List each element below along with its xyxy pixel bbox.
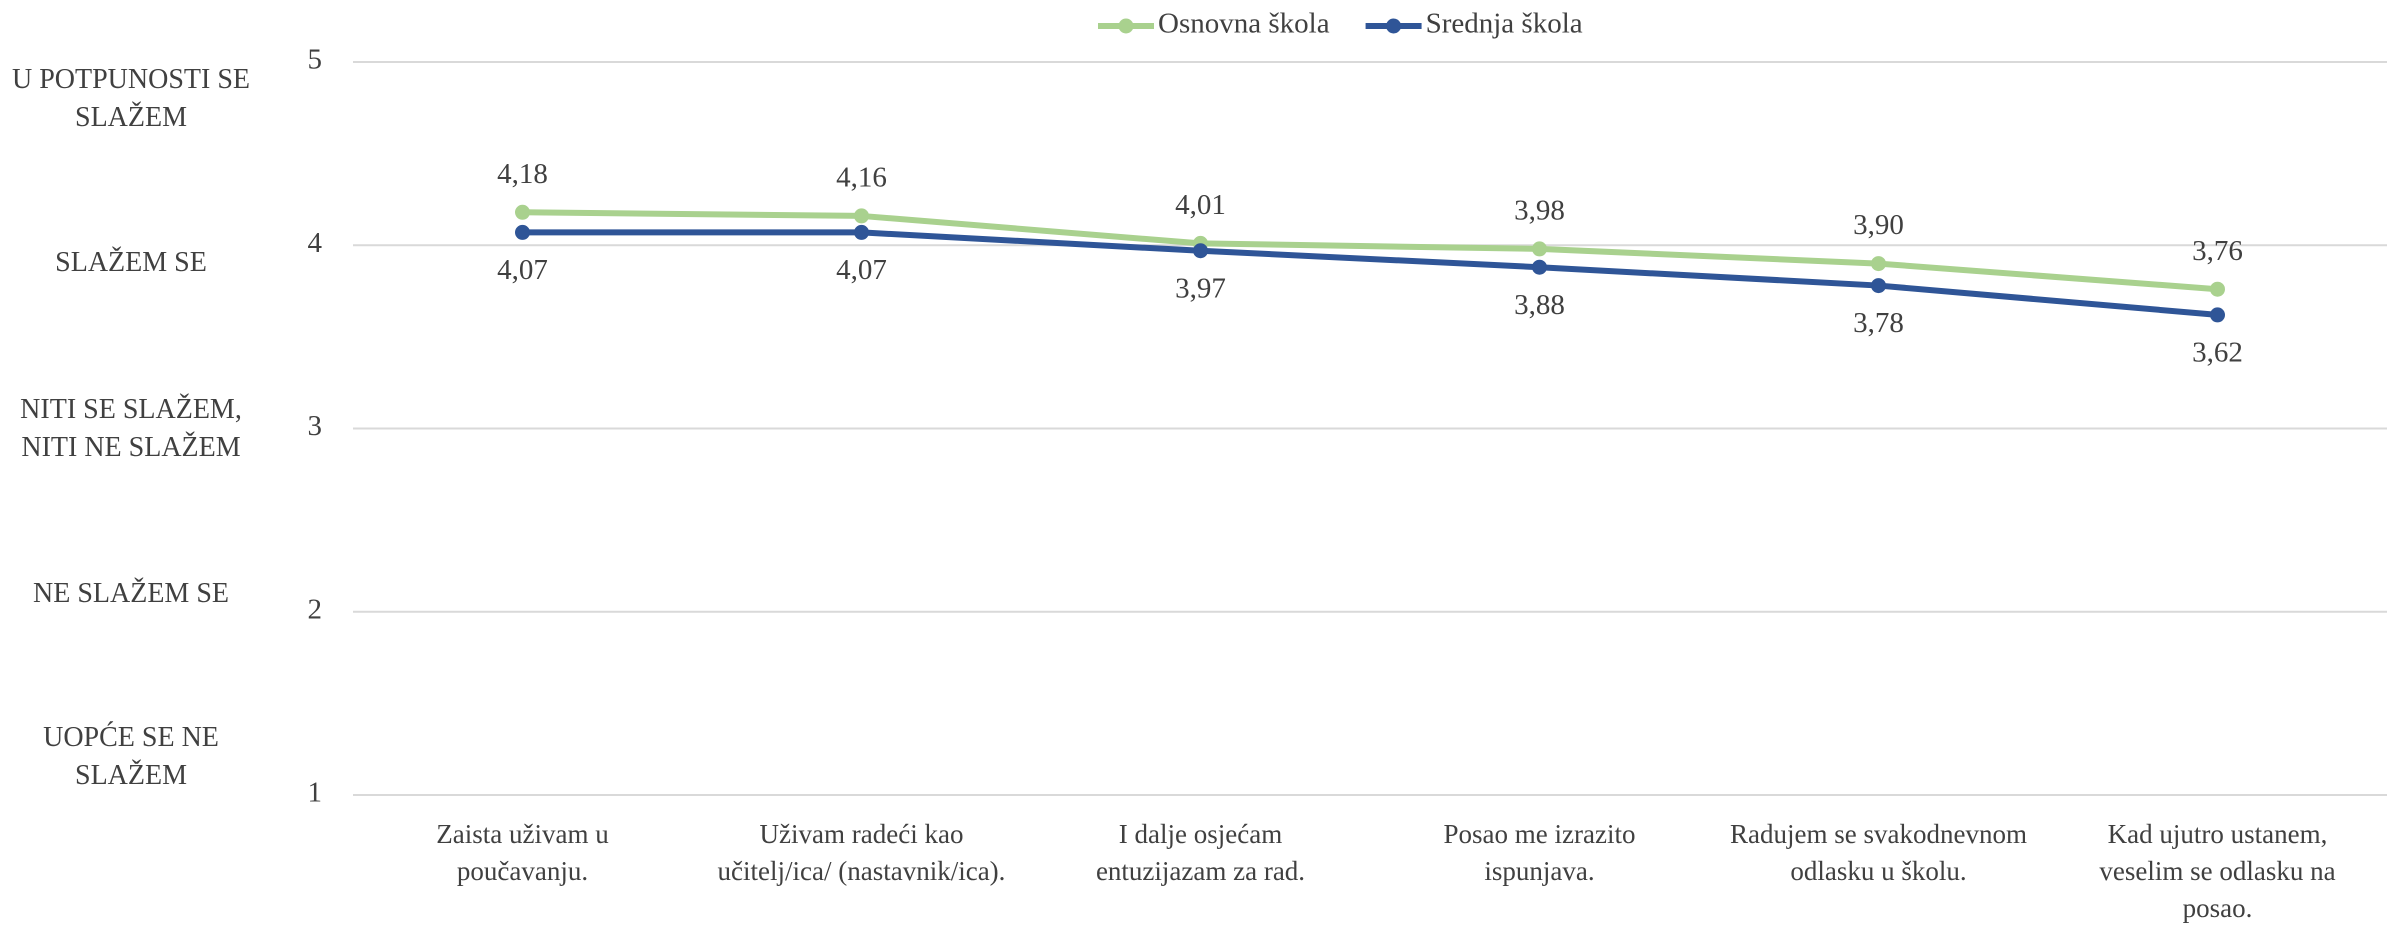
y-tick-label: 2 bbox=[308, 593, 323, 625]
data-label: 3,88 bbox=[1514, 289, 1565, 321]
y-tick-label: 1 bbox=[308, 777, 323, 809]
data-label: 3,97 bbox=[1175, 272, 1226, 304]
point bbox=[1532, 241, 1547, 257]
x-tick-label: Posao me izrazito ispunjava. bbox=[1443, 819, 1636, 886]
point bbox=[854, 208, 869, 224]
x-tick-label: I dalje osjećam entuzijazam za rad. bbox=[1095, 819, 1306, 886]
point bbox=[1871, 278, 1886, 294]
data-label: 3,78 bbox=[1853, 307, 1904, 339]
point bbox=[1193, 243, 1208, 259]
legend-label: Osnovna škola bbox=[1158, 8, 1330, 40]
series-line bbox=[522, 209, 2218, 293]
data-label: 3,90 bbox=[1853, 209, 1904, 241]
x-tick-label: Kad ujutro ustanem, veselim se odlasku n… bbox=[2099, 819, 2336, 923]
point bbox=[1871, 256, 1886, 272]
series-line bbox=[522, 229, 2218, 318]
x-tick-label: Zaista uživam u poučavanju. bbox=[436, 819, 609, 886]
data-label: 3,98 bbox=[1514, 195, 1565, 227]
point bbox=[854, 224, 869, 240]
data-label: 4,18 bbox=[497, 158, 548, 190]
scale-label: UOPĆE SE NE SLAŽEM bbox=[43, 722, 219, 791]
data-label: 4,01 bbox=[1175, 189, 1226, 221]
point bbox=[515, 204, 530, 220]
data-label: 4,07 bbox=[497, 254, 548, 286]
scale-label: SLAŽEM SE bbox=[55, 247, 207, 278]
y-tick-label: 4 bbox=[308, 227, 323, 259]
y-tick-label: 3 bbox=[308, 410, 323, 442]
scale-label: NITI SE SLAŽEM, NITI NE SLAŽEM bbox=[20, 394, 242, 463]
legend-label: Srednja škola bbox=[1426, 8, 1583, 40]
x-tick-label: Uživam radeći kao učitelj/ica/ (nastavni… bbox=[717, 819, 1006, 886]
scale-label: NE SLAŽEM SE bbox=[33, 578, 229, 609]
point bbox=[515, 224, 530, 240]
legend-marker bbox=[1118, 18, 1134, 34]
y-tick-label: 5 bbox=[308, 44, 323, 76]
data-label: 4,07 bbox=[836, 254, 887, 286]
point bbox=[1532, 259, 1547, 275]
scale-label: U POTPUNOSTI SE SLAŽEM bbox=[11, 64, 251, 133]
data-label: 3,76 bbox=[2192, 235, 2243, 267]
data-label: 3,62 bbox=[2192, 337, 2243, 369]
data-label: 4,16 bbox=[836, 162, 887, 194]
point bbox=[2210, 307, 2225, 323]
legend-marker bbox=[1386, 18, 1402, 34]
point bbox=[2210, 281, 2225, 297]
x-tick-label: Radujem se svakodnevnom odlasku u školu. bbox=[1730, 819, 2027, 886]
